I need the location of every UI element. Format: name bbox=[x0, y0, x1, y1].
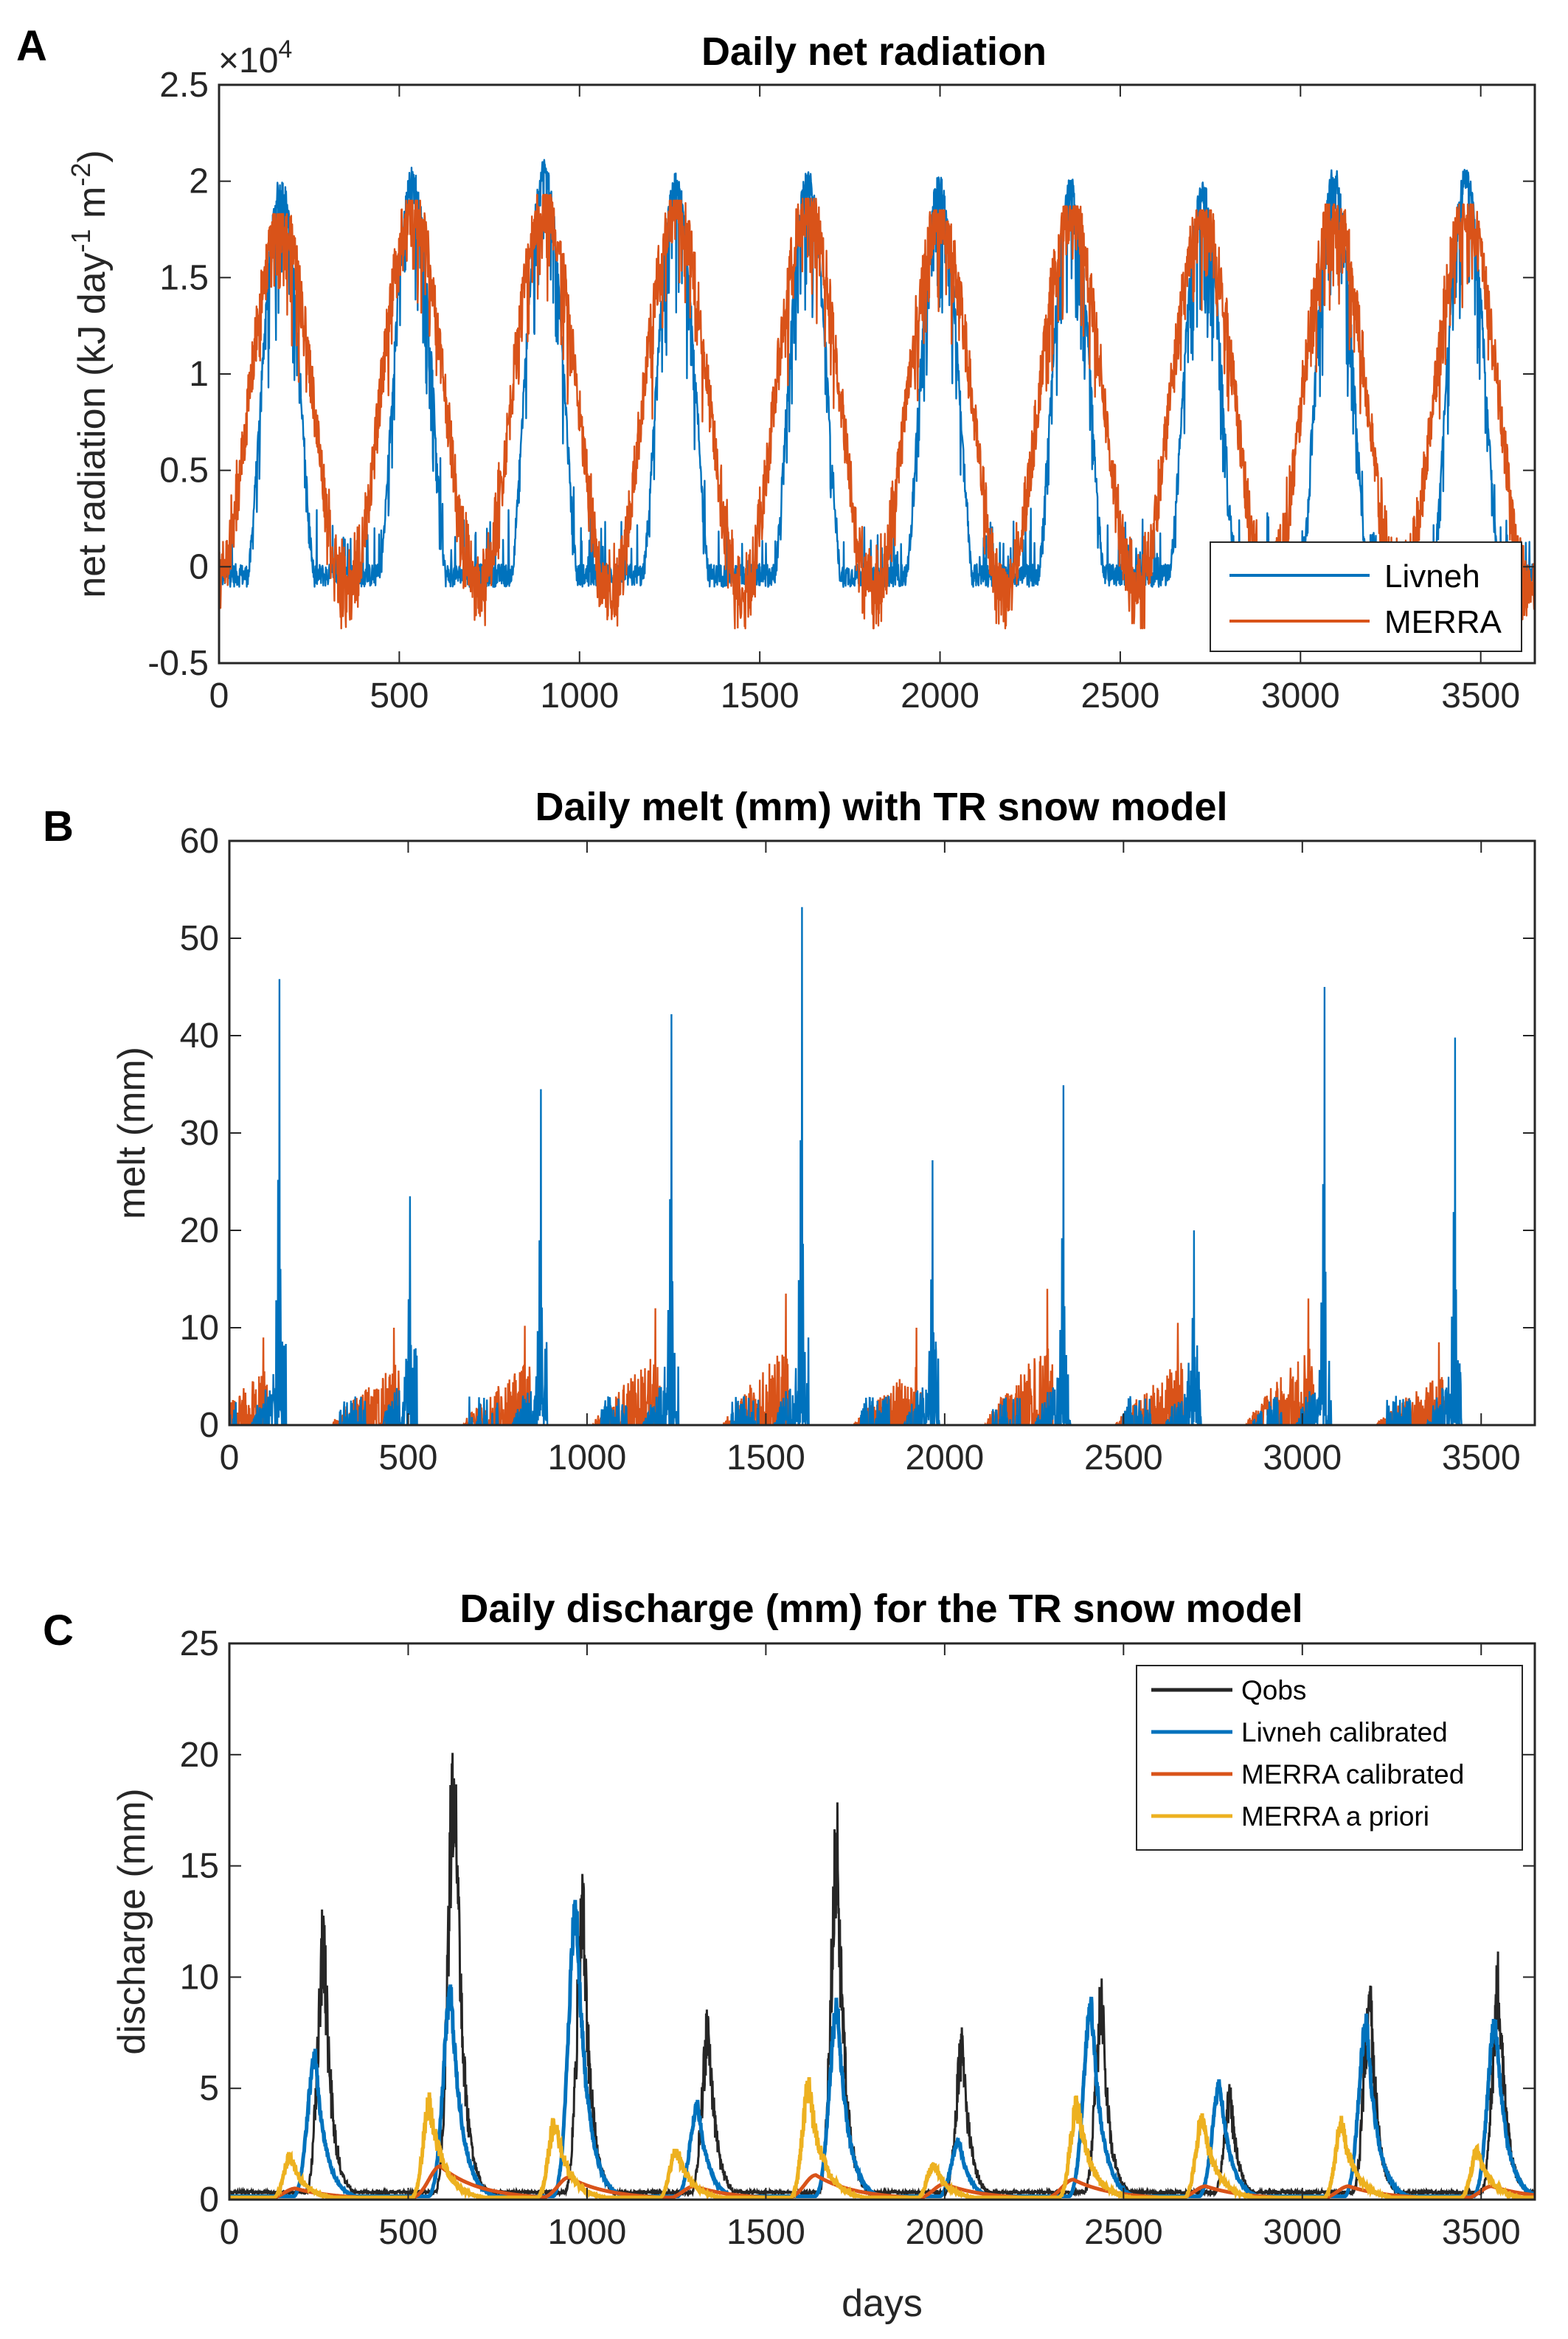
panel-c-y-axis-label: discharge (mm) bbox=[111, 1788, 153, 2054]
y-tick-label: 1.5 bbox=[159, 258, 209, 297]
panel-a-y-axis-label: net radiation (kJ day-1 m-2) bbox=[66, 150, 114, 597]
x-tick-label: 3500 bbox=[1442, 2213, 1521, 2252]
x-tick-label: 500 bbox=[370, 676, 429, 715]
panel-a-legend: Livneh MERRA bbox=[1210, 541, 1522, 652]
panel-b-plot: 0 500 1000 1500 2000 2500 3000 3500 0 10 20 30 40 50 6… bbox=[180, 822, 1536, 1477]
panel-c-series-group bbox=[229, 1753, 1535, 2200]
panel-c-x-axis-label: days bbox=[842, 2282, 923, 2325]
x-tick-label: 3000 bbox=[1263, 2213, 1342, 2252]
panel-a-y-multiplier: ×104 bbox=[218, 35, 292, 80]
x-tick-label: 3000 bbox=[1261, 676, 1340, 715]
y-tick-label: 2.5 bbox=[159, 66, 209, 105]
x-tick-label: 2500 bbox=[1081, 676, 1160, 715]
x-tick-label: 2000 bbox=[905, 2213, 984, 2252]
panel-a-title: Daily net radiation bbox=[701, 30, 1047, 74]
x-tick-label: 2500 bbox=[1084, 1438, 1163, 1477]
y-tick-label: 25 bbox=[180, 1624, 219, 1663]
y-tick-label: 20 bbox=[180, 1736, 219, 1775]
x-tick-label: 0 bbox=[220, 2213, 240, 2252]
y-tick-label: 40 bbox=[180, 1016, 219, 1056]
y-tick-label: -0.5 bbox=[148, 644, 209, 683]
x-tick-label: 0 bbox=[209, 676, 229, 715]
x-tick-label: 3000 bbox=[1263, 1438, 1342, 1477]
x-tick-label: 3500 bbox=[1441, 676, 1520, 715]
y-tick-label: 50 bbox=[180, 919, 219, 958]
panel-b-series-group bbox=[229, 907, 1535, 1425]
y-tick-label: 60 bbox=[180, 822, 219, 861]
y-tick-label: 0.5 bbox=[159, 451, 209, 491]
panel-b: B Daily melt (mm) with TR snow model 0 50… bbox=[43, 785, 1536, 1477]
x-tick-label: 1000 bbox=[548, 2213, 627, 2252]
x-tick-label: 3500 bbox=[1442, 1438, 1521, 1477]
x-tick-label: 1000 bbox=[548, 1438, 627, 1477]
panel-b-plot-area bbox=[229, 841, 1535, 1425]
panel-a-series-group bbox=[219, 159, 1535, 630]
panel-a-ticks: 0 500 1000 1500 2000 2500 3000 3500-0.500.511.5… bbox=[148, 66, 1535, 715]
panel-c-ticks: 0 500 1000 1500 2000 2500 3000 3500 0 5 10 15 20 25 bbox=[180, 1624, 1535, 2252]
y-tick-label: 0 bbox=[199, 2180, 219, 2220]
y-tick-label: 1 bbox=[189, 355, 209, 394]
panel-a-legend-livneh-label: Livneh bbox=[1384, 558, 1480, 595]
y-tick-label: 10 bbox=[180, 1958, 219, 1997]
panel-b-y-axis-label: melt (mm) bbox=[111, 1047, 153, 1219]
panel-c-legend-livneh-label: Livneh calibrated bbox=[1241, 1717, 1448, 1747]
x-tick-label: 500 bbox=[378, 1438, 437, 1477]
panel-a-legend-merra-label: MERRA bbox=[1384, 604, 1502, 640]
panel-c-letter: C bbox=[43, 1607, 74, 1654]
x-tick-label: 2000 bbox=[905, 1438, 984, 1477]
x-tick-label: 1500 bbox=[721, 676, 799, 715]
x-tick-label: 1500 bbox=[726, 2213, 805, 2252]
panel-c-legend-merra-prior-label: MERRA a priori bbox=[1241, 1801, 1429, 1832]
panel-c-plot: 0 500 1000 1500 2000 2500 3000 3500 0 5 10 15 20 25 Q… bbox=[180, 1624, 1536, 2252]
x-tick-label: 2500 bbox=[1084, 2213, 1163, 2252]
panel-a: A Daily net radiation ×104 0 500 1000 1500 2… bbox=[16, 22, 1536, 715]
y-tick-label: 10 bbox=[180, 1309, 219, 1348]
panel-c: C Daily discharge (mm) for the TR snow m… bbox=[43, 1587, 1536, 2325]
y-tick-label: 20 bbox=[180, 1211, 219, 1250]
y-tick-label: 5 bbox=[199, 2069, 219, 2108]
panel-b-series-livneh bbox=[229, 907, 1535, 1425]
x-tick-label: 500 bbox=[378, 2213, 437, 2252]
panel-a-plot: 0 500 1000 1500 2000 2500 3000 3500-0.500.511.5… bbox=[148, 66, 1536, 715]
y-tick-label: 15 bbox=[180, 1847, 219, 1886]
panel-a-series-merra bbox=[219, 193, 1535, 630]
panel-c-legend: Qobs Livneh calibrated MERRA calibrated … bbox=[1136, 1665, 1523, 1851]
x-tick-label: 1000 bbox=[540, 676, 619, 715]
panel-b-ticks: 0 500 1000 1500 2000 2500 3000 3500 0 10 20 30 40 50 6… bbox=[180, 822, 1535, 1477]
x-tick-label: 0 bbox=[220, 1438, 240, 1477]
x-tick-label: 1500 bbox=[726, 1438, 805, 1477]
y-tick-label: 30 bbox=[180, 1114, 219, 1153]
x-tick-label: 2000 bbox=[901, 676, 979, 715]
panel-c-axes-box bbox=[228, 1642, 1536, 2201]
panel-a-letter: A bbox=[16, 22, 47, 70]
panel-c-legend-qobs-label: Qobs bbox=[1241, 1675, 1306, 1705]
panel-c-legend-merra-cal-label: MERRA calibrated bbox=[1241, 1759, 1464, 1789]
panel-a-legend-box bbox=[1210, 541, 1522, 652]
y-tick-label: 0 bbox=[189, 547, 209, 586]
y-tick-label: 2 bbox=[189, 162, 209, 201]
panel-b-title: Daily melt (mm) with TR snow model bbox=[535, 785, 1227, 829]
panel-c-title: Daily discharge (mm) for the TR snow mod… bbox=[459, 1587, 1302, 1631]
panel-b-letter: B bbox=[43, 803, 74, 850]
panel-c-series-merra-a-priori bbox=[229, 2076, 1535, 2200]
panel-c-legend-box bbox=[1136, 1665, 1523, 1851]
y-tick-label: 0 bbox=[199, 1406, 219, 1445]
